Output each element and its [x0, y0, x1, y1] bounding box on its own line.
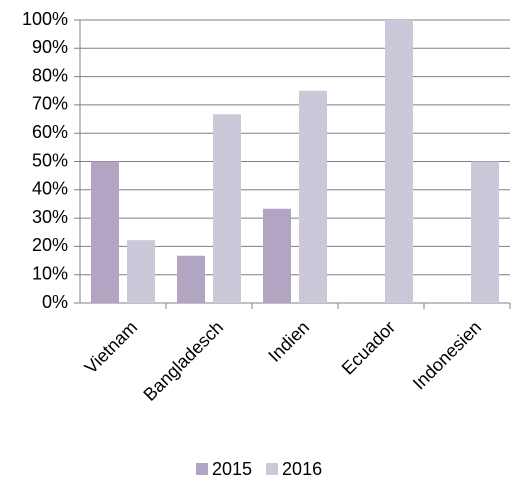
x-tick-label: Indien — [264, 317, 313, 366]
bar — [385, 20, 413, 303]
x-tick-label: Vietnam — [81, 317, 142, 378]
y-tick-label: 90% — [32, 37, 68, 57]
bar — [263, 208, 291, 303]
y-tick-label: 70% — [32, 94, 68, 114]
legend-swatch — [196, 463, 208, 475]
y-tick-label: 100% — [22, 9, 68, 29]
x-tick-label: Ecuador — [338, 317, 400, 379]
y-tick-label: 60% — [32, 122, 68, 142]
y-tick-label: 30% — [32, 207, 68, 227]
x-tick-label: Bangladesch — [139, 317, 227, 405]
bar — [177, 255, 205, 303]
x-tick-label: Indonesien — [409, 317, 485, 393]
y-tick-label: 50% — [32, 150, 68, 170]
y-tick-label: 40% — [32, 179, 68, 199]
bar — [91, 161, 119, 303]
legend-label: 2016 — [282, 459, 322, 479]
bar — [213, 114, 241, 303]
bar — [127, 240, 155, 303]
y-tick-label: 20% — [32, 235, 68, 255]
legend-swatch — [266, 463, 279, 475]
bar — [299, 90, 327, 303]
legend-label: 2015 — [212, 459, 252, 479]
bar — [471, 161, 499, 303]
y-tick-label: 80% — [32, 65, 68, 85]
y-tick-label: 10% — [32, 263, 68, 283]
y-tick-label: 0% — [42, 292, 68, 312]
